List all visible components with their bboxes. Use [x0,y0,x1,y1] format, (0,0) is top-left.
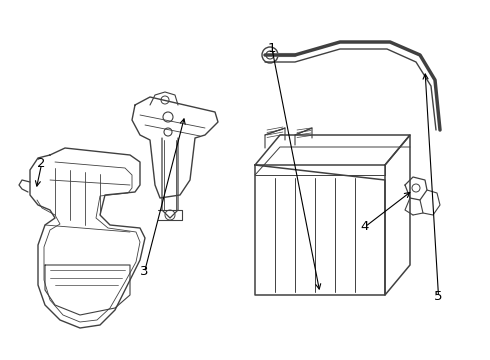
Text: 1: 1 [268,42,276,55]
Text: 4: 4 [361,220,369,233]
Text: 5: 5 [434,291,443,303]
Text: 2: 2 [37,157,46,170]
Text: 3: 3 [140,265,149,278]
